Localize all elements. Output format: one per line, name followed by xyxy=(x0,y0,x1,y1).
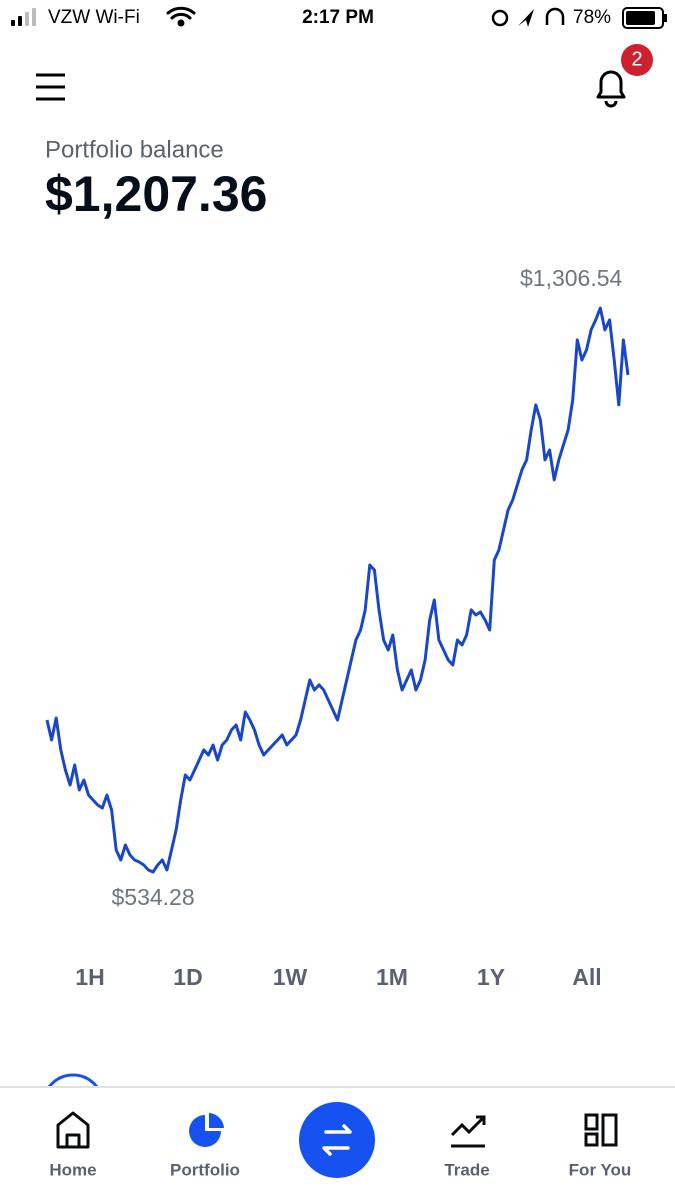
signal-icon xyxy=(11,8,36,26)
wifi-icon xyxy=(166,6,196,27)
range-option[interactable]: 1Y xyxy=(477,964,505,990)
price-line xyxy=(45,306,630,874)
tab-label[interactable]: For You xyxy=(569,1160,632,1179)
notifications-button[interactable]: 2 xyxy=(596,44,653,108)
status-icons xyxy=(491,7,565,27)
range-selector: 1H 1D 1W 1M 1Y All xyxy=(75,964,601,990)
tab-labels: Home Portfolio Trade For You xyxy=(49,1160,631,1179)
badge xyxy=(621,44,653,76)
range-option[interactable]: 1D xyxy=(173,964,202,990)
tab-label[interactable]: Trade xyxy=(444,1160,489,1179)
balance-label: Portfolio balance xyxy=(45,136,224,163)
range-option[interactable]: 1W xyxy=(273,964,308,990)
trade-icon xyxy=(450,1115,486,1148)
carrier: VZW Wi-Fi xyxy=(48,7,140,28)
for-you-icon xyxy=(584,1113,618,1147)
range-option[interactable]: 1M xyxy=(376,964,408,990)
home-icon xyxy=(56,1111,90,1149)
badge-count: 2 xyxy=(631,48,642,70)
range-option[interactable]: All xyxy=(572,964,601,990)
menu-button[interactable] xyxy=(36,73,65,101)
chart: $1,306.54 $534.28 xyxy=(45,265,630,910)
high-label: $1,306.54 xyxy=(520,265,623,291)
balance-amount: $1,207.36 xyxy=(45,166,267,222)
portfolio-icon xyxy=(189,1113,224,1147)
tab-label[interactable]: Portfolio xyxy=(170,1160,240,1179)
low-label: $534.28 xyxy=(111,884,194,910)
battery-percent: 78% xyxy=(573,7,611,28)
trade-button[interactable] xyxy=(299,1102,375,1178)
battery-icon xyxy=(622,7,667,29)
tab-label[interactable]: Home xyxy=(49,1160,96,1179)
range-option[interactable]: 1H xyxy=(75,964,104,990)
clock: 2:17 PM xyxy=(302,7,374,28)
